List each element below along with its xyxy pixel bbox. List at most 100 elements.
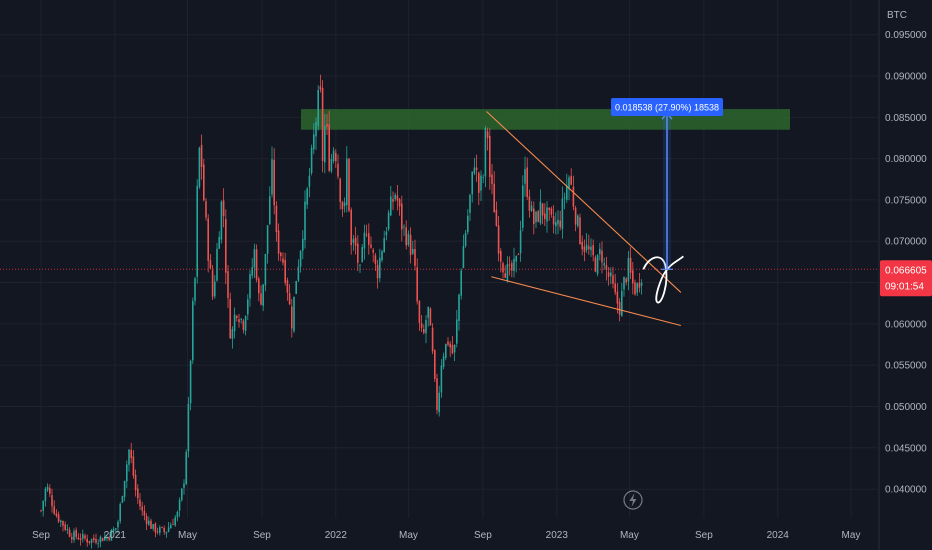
candle-body: [368, 233, 370, 245]
candle-body: [291, 306, 293, 329]
candle-body: [302, 238, 304, 251]
candle-body: [502, 263, 504, 273]
candle-body: [150, 520, 152, 529]
price-tick-label: 0.090000: [885, 72, 927, 83]
candle-body: [546, 207, 548, 222]
price-tick-label: 0.055000: [885, 361, 927, 372]
candle-body: [82, 534, 84, 539]
projection-path-drawing[interactable]: [642, 255, 684, 304]
candle-body: [403, 226, 405, 228]
candle-body: [233, 314, 236, 332]
candle-body: [46, 486, 49, 491]
candle-body: [579, 217, 581, 245]
candle-body: [123, 480, 126, 497]
candle-body: [563, 197, 566, 199]
candle-body: [286, 280, 289, 293]
candle-body: [132, 456, 135, 476]
candle-body: [275, 205, 278, 233]
candle-body: [93, 537, 95, 540]
candle-body: [187, 403, 190, 452]
candle-body: [625, 278, 627, 283]
lightning-icon[interactable]: [623, 490, 643, 510]
time-tick-label: 2022: [325, 530, 348, 541]
candle-body: [211, 270, 214, 297]
wedge-lower-trendline[interactable]: [491, 276, 682, 327]
candle-body: [335, 152, 337, 162]
candle-body: [612, 275, 614, 284]
price-tick-label: 0.040000: [885, 485, 927, 496]
price-tick-label: 0.045000: [885, 443, 927, 454]
candle-body: [152, 524, 154, 529]
candle-body: [304, 201, 306, 241]
candle-body: [365, 234, 368, 236]
candle-body: [207, 218, 209, 261]
candle-body: [390, 196, 392, 216]
candle-body: [473, 167, 476, 174]
candle-body: [475, 167, 478, 171]
candle-body: [451, 344, 454, 354]
price-tick-label: 0.050000: [885, 402, 927, 413]
candle-body: [484, 127, 487, 177]
candle-body: [121, 496, 124, 503]
candle-body: [310, 147, 313, 173]
candle-body: [462, 246, 465, 269]
candle-body: [115, 528, 117, 530]
price-range-label[interactable]: 0.018538 (27.90%) 18538: [611, 98, 723, 116]
candle-body: [603, 263, 605, 266]
candle-body: [497, 225, 500, 254]
candle-body: [189, 360, 192, 404]
candle-body: [176, 511, 179, 518]
candle-body: [220, 201, 223, 240]
candle-body: [319, 86, 322, 90]
candle-body: [49, 487, 51, 494]
candle-body: [464, 233, 467, 246]
candle-body: [255, 249, 258, 280]
candle-body: [185, 451, 187, 484]
candle-body: [236, 316, 238, 318]
candle-body: [73, 531, 75, 540]
candle-body: [297, 266, 300, 281]
candle-body: [519, 230, 522, 254]
candle-body: [517, 254, 520, 256]
candle-body: [359, 264, 361, 266]
candle-body: [607, 272, 610, 277]
candle-body: [568, 177, 570, 189]
candle-body: [418, 301, 421, 323]
candle-body: [172, 524, 174, 525]
candle-body: [106, 537, 108, 539]
time-axis[interactable]: Sep 2021 May Sep 2022 May Sep 2023 May Sep 2024 May: [32, 530, 860, 541]
candle-body: [313, 134, 315, 150]
wedge-upper-trendline[interactable]: [486, 111, 682, 293]
candle-body: [383, 238, 385, 253]
candle-body: [640, 282, 643, 286]
candle-body: [315, 122, 317, 137]
candle-body: [218, 236, 220, 249]
candle-body: [174, 517, 176, 526]
candle-body: [251, 267, 253, 276]
candle-body: [436, 378, 438, 411]
time-tick-label: Sep: [32, 530, 50, 541]
candle-body: [471, 171, 473, 195]
candle-body: [128, 449, 130, 465]
candle-body: [119, 503, 121, 522]
candle-body: [225, 219, 227, 273]
candle-body: [447, 341, 449, 345]
candle-body: [167, 527, 170, 532]
candle-body: [321, 87, 324, 161]
candle-body: [590, 246, 592, 251]
candle-body: [271, 159, 273, 195]
candle-body: [266, 225, 269, 254]
candle-body: [280, 252, 282, 257]
candle-body: [401, 203, 403, 230]
candle-body: [214, 281, 216, 297]
price-range-measure[interactable]: [661, 112, 673, 270]
candle-body: [621, 290, 623, 317]
candle-body: [594, 257, 597, 272]
candle-body: [148, 520, 150, 525]
candle-body: [425, 320, 427, 334]
candle-body: [346, 158, 348, 205]
candle-body: [535, 211, 537, 223]
candle-body: [139, 499, 141, 507]
time-tick-label: Sep: [695, 530, 713, 541]
